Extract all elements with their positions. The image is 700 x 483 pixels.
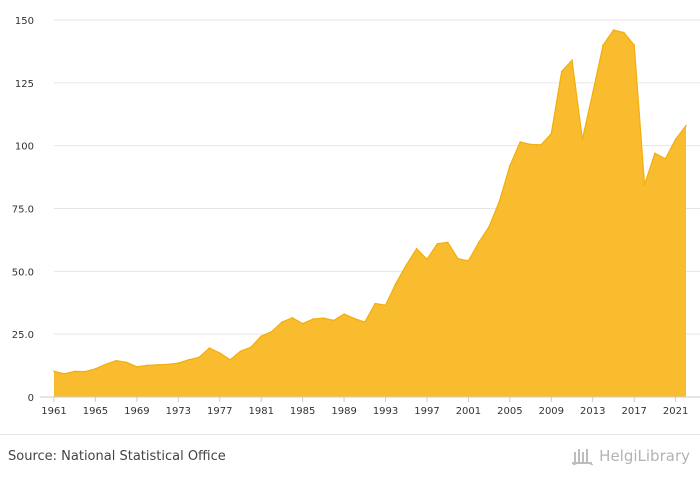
data-point: [477, 241, 480, 244]
data-point: [105, 363, 107, 366]
data-point: [415, 247, 418, 250]
area-chart: 1961 1965 1969 1973 1977 1981 1985 1989 1993 1997…: [12, 16, 700, 417]
data-point: [156, 364, 159, 366]
data-point: [509, 164, 511, 167]
data-point: [581, 138, 584, 141]
x-tick-label: 1989: [331, 406, 356, 417]
y-tick-label: 25.0: [12, 330, 34, 341]
source-note: Source: National Statistical Office: [8, 449, 226, 464]
data-point: [685, 124, 687, 127]
series-area: [53, 29, 687, 398]
x-tick-label: 2021: [663, 406, 688, 417]
data-point: [281, 321, 283, 323]
data-point: [94, 368, 97, 370]
data-point: [167, 363, 169, 366]
data-point: [654, 152, 656, 155]
y-tick-label: 125: [15, 79, 34, 90]
data-point: [198, 356, 200, 359]
x-tick-label: 2005: [497, 406, 522, 417]
x-tick-label: 1965: [83, 406, 108, 417]
data-point: [187, 359, 190, 361]
series-line: [53, 29, 687, 375]
y-tick-label: 50.0: [12, 267, 34, 278]
data-point: [560, 70, 563, 73]
y-tick-label: 0: [28, 393, 34, 404]
x-tick-label: 2013: [580, 406, 605, 417]
data-point: [488, 225, 490, 228]
data-point: [84, 370, 86, 373]
data-point: [550, 132, 553, 135]
x-tick-label: 1977: [207, 406, 232, 417]
x-axis: 1961 1965 1969 1973 1977 1981 1985 1989 1993 1997…: [40, 396, 700, 417]
data-point: [73, 370, 76, 373]
x-tick-label: 1985: [290, 406, 315, 417]
data-point: [446, 241, 449, 244]
data-point: [146, 364, 149, 367]
data-point: [612, 29, 615, 31]
data-point: [540, 144, 542, 146]
data-point: [332, 319, 335, 322]
brand-name: HelgiLibrary: [599, 447, 690, 465]
data-point: [53, 370, 55, 373]
data-point: [498, 200, 501, 202]
footer-divider: [0, 434, 700, 435]
data-point: [291, 317, 294, 319]
data-point: [602, 44, 604, 46]
data-point: [374, 302, 376, 305]
x-tick-label: 1973: [166, 406, 191, 417]
data-point: [643, 183, 646, 186]
data-point: [353, 317, 356, 320]
x-tick-label: 2009: [539, 406, 564, 417]
data-point: [115, 359, 117, 362]
x-tick-label: 1961: [41, 406, 66, 417]
data-point: [322, 317, 325, 319]
x-tick-label: 1981: [248, 406, 273, 417]
data-point: [674, 138, 677, 141]
data-point: [405, 264, 408, 266]
data-point: [633, 44, 635, 46]
x-tick-label: 2017: [621, 406, 646, 417]
data-point: [395, 282, 397, 285]
data-point: [571, 59, 573, 62]
data-point: [591, 92, 594, 94]
data-point: [457, 257, 459, 260]
area-fill: [54, 30, 686, 398]
data-point: [260, 335, 263, 337]
data-point: [218, 352, 221, 354]
data-point: [270, 330, 273, 333]
data-point: [529, 143, 532, 146]
data-point: [250, 346, 252, 349]
y-tick-label: 150: [15, 16, 34, 27]
data-point: [623, 31, 625, 34]
data-point: [364, 321, 366, 323]
y-axis: 0 25.0 50.0 75.0 100 125 150: [12, 16, 34, 404]
data-point: [125, 361, 128, 364]
data-point: [519, 141, 522, 143]
data-point: [436, 242, 439, 245]
y-tick-label: 100: [15, 142, 34, 153]
data-point: [426, 258, 428, 261]
x-tick-label: 1997: [414, 406, 439, 417]
library-icon: [572, 446, 594, 466]
x-tick-label: 1993: [373, 406, 398, 417]
data-point: [343, 313, 345, 315]
data-point: [664, 157, 667, 160]
data-point: [384, 304, 387, 307]
data-point: [63, 373, 66, 375]
data-point: [208, 347, 211, 349]
data-point: [177, 362, 180, 364]
x-tick-label: 1969: [124, 406, 149, 417]
data-point: [229, 359, 231, 361]
y-tick-label: 75.0: [12, 205, 34, 216]
data-point: [136, 366, 138, 368]
brand-logo[interactable]: HelgiLibrary: [572, 446, 690, 466]
data-point: [301, 322, 304, 325]
data-point: [312, 318, 314, 320]
data-point: [467, 259, 470, 262]
data-point: [239, 350, 242, 353]
x-tick-label: 2001: [456, 406, 481, 417]
